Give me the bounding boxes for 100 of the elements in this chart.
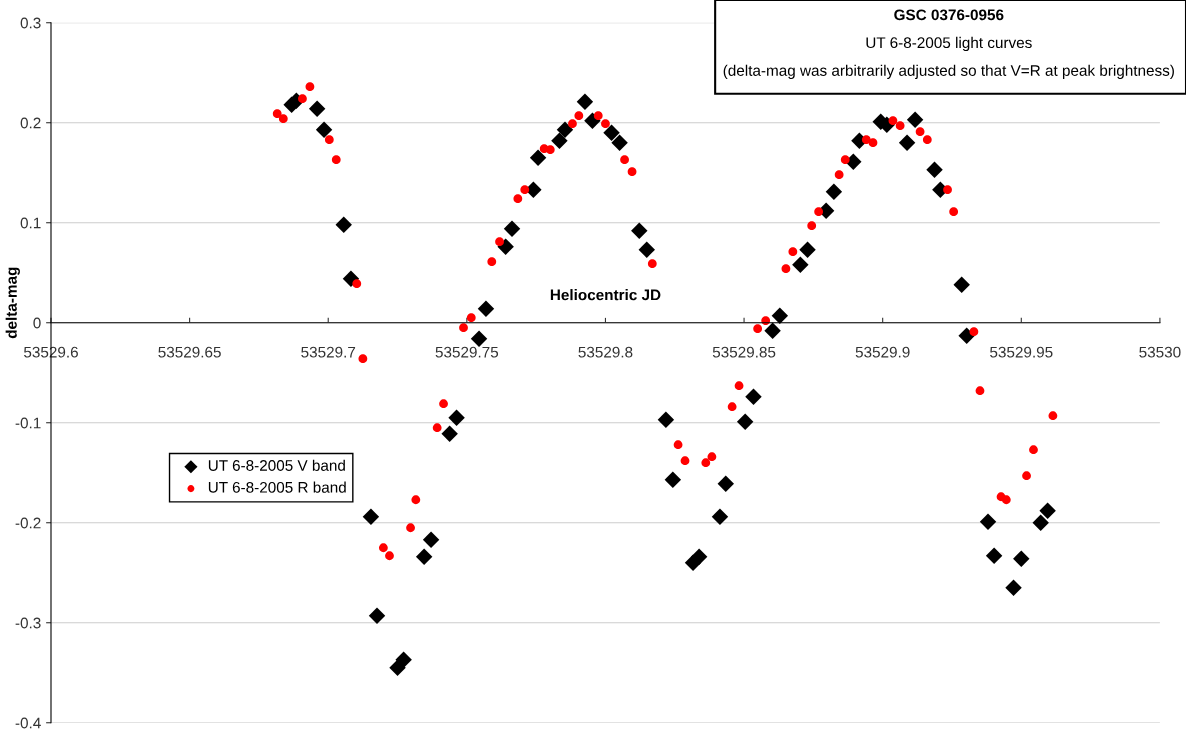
y-tick-label: 0.2	[20, 117, 41, 129]
point	[1032, 514, 1049, 531]
point	[603, 124, 620, 141]
point	[985, 547, 1003, 564]
point	[335, 216, 352, 233]
x-tick-label: 53529.8	[578, 346, 633, 358]
point	[906, 111, 924, 128]
x-tick-label: 53529.9	[855, 346, 910, 358]
point	[943, 185, 952, 195]
point	[915, 127, 925, 137]
point	[861, 135, 871, 145]
point	[385, 551, 394, 561]
point	[717, 475, 734, 492]
point	[441, 425, 458, 442]
point	[736, 413, 754, 430]
point	[734, 381, 744, 391]
point	[979, 513, 997, 530]
point	[352, 279, 362, 289]
point	[278, 114, 288, 124]
point	[272, 109, 282, 119]
point	[324, 135, 334, 145]
y-tick-label: -0.1	[15, 417, 41, 429]
point	[727, 402, 737, 412]
point	[503, 220, 521, 237]
point	[701, 458, 711, 468]
point	[308, 100, 326, 117]
point	[1048, 411, 1058, 421]
x-tick-label: 53529.7	[301, 346, 356, 358]
point	[495, 237, 504, 247]
x-tick-label: 53530	[1139, 346, 1181, 358]
x-tick-label: 53529.85	[712, 346, 776, 358]
point	[551, 132, 568, 149]
point	[574, 111, 584, 121]
y-axis-title: delta-mag	[5, 267, 20, 339]
point	[627, 167, 637, 177]
point	[690, 548, 708, 565]
point	[707, 452, 717, 462]
point	[545, 145, 555, 155]
point	[487, 257, 497, 267]
point	[1022, 471, 1031, 481]
point	[753, 324, 763, 334]
point	[953, 276, 970, 293]
point	[922, 135, 932, 145]
point	[470, 330, 488, 347]
x-tick-label: 53529.75	[435, 346, 499, 358]
point	[411, 495, 421, 505]
point	[593, 111, 603, 121]
point	[459, 323, 468, 333]
point	[448, 409, 465, 426]
chart-title: GSC 0376-0956	[894, 9, 1004, 21]
y-tick-label: -0.4	[15, 717, 41, 729]
point	[1001, 495, 1011, 505]
point	[958, 327, 975, 344]
point	[969, 327, 979, 337]
point	[664, 471, 682, 488]
point	[638, 241, 655, 258]
point	[568, 119, 577, 129]
annotation: (delta-mag was arbitrarily adjusted so that V=R at peak brightness)	[723, 64, 1174, 79]
y-tick-label: 0.3	[20, 17, 41, 29]
point	[711, 508, 729, 525]
point	[926, 161, 943, 178]
point	[840, 155, 850, 165]
point	[680, 456, 690, 466]
point	[362, 508, 380, 525]
point	[529, 149, 547, 166]
point	[406, 523, 415, 533]
point	[799, 241, 816, 258]
point	[358, 354, 368, 364]
point	[422, 531, 440, 548]
point	[1039, 502, 1056, 519]
y-tick-label: -0.2	[15, 517, 41, 529]
point	[601, 119, 610, 129]
point	[657, 411, 675, 428]
point	[513, 194, 523, 204]
point	[975, 386, 985, 396]
point	[520, 185, 530, 195]
text: UT 6-8-2005 light curves	[866, 36, 1032, 52]
point	[331, 155, 341, 165]
legend-label: UT 6-8-2005 R band	[208, 481, 346, 493]
point	[466, 313, 476, 323]
point	[1005, 579, 1022, 596]
x-axis-title: Heliocentric JD	[550, 289, 661, 301]
point	[631, 222, 648, 239]
point	[771, 307, 789, 324]
point	[620, 155, 629, 165]
y-tick-label: 0.1	[20, 217, 41, 229]
legend-label: UT 6-8-2005 V band	[208, 459, 345, 471]
point	[415, 548, 433, 565]
x-tick-label: 53529.95	[990, 346, 1053, 358]
point	[368, 607, 386, 624]
point	[895, 121, 905, 131]
point	[395, 651, 412, 668]
x-tick-label: 53529.65	[158, 346, 221, 358]
point	[898, 134, 916, 151]
point	[576, 93, 594, 110]
point	[781, 264, 791, 274]
point	[825, 183, 843, 200]
point	[868, 138, 878, 148]
point	[439, 399, 448, 409]
point	[611, 134, 628, 151]
